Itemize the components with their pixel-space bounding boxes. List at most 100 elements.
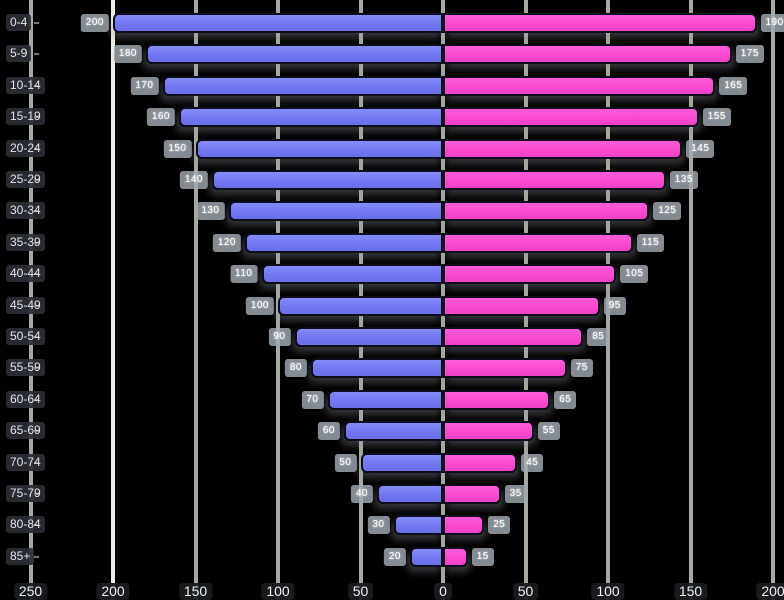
bar-left-75-79 <box>377 484 443 504</box>
age-group-label: 80-84 <box>6 516 45 534</box>
bar-left-20-24 <box>195 138 443 159</box>
value-label-right: 25 <box>488 516 511 535</box>
bar-right-35-39 <box>443 232 633 253</box>
pyramid-row-35-39: 35-39 120 115 <box>0 232 784 253</box>
age-axis-tick <box>34 84 39 87</box>
age-group-label: 30-34 <box>6 202 45 220</box>
pyramid-row-25-29: 25-29 140 135 <box>0 170 784 190</box>
value-label-left: 150 <box>163 139 192 158</box>
value-label-left: 20 <box>383 547 406 566</box>
pyramid-row-70-74: 70-74 50 45 <box>0 452 784 473</box>
gridline-150-left <box>193 0 198 600</box>
bar-left-15-19 <box>179 107 443 128</box>
age-group-label: 75-79 <box>6 485 45 502</box>
value-label-left: 160 <box>146 108 175 127</box>
age-axis-tick <box>34 398 39 401</box>
value-label-right: 190 <box>760 14 784 32</box>
value-label-right: 105 <box>620 265 649 284</box>
age-group-label: 55-59 <box>6 359 45 377</box>
pyramid-row-0-4: 0-4 200 190 <box>0 13 784 33</box>
pyramid-row-5-9: 5-9 180 175 <box>0 44 784 65</box>
bar-right-55-59 <box>443 358 567 379</box>
value-label-right: 85 <box>587 328 610 346</box>
x-axis-label-200-left: 200 <box>96 583 130 600</box>
bar-left-30-34 <box>228 201 443 222</box>
bar-left-5-9 <box>146 44 443 65</box>
age-group-label: 15-19 <box>6 108 45 126</box>
bar-right-5-9 <box>443 44 732 65</box>
bar-left-65-69 <box>344 421 443 442</box>
bar-right-15-19 <box>443 107 699 128</box>
bar-left-70-74 <box>360 452 443 473</box>
age-axis-tick <box>34 273 39 276</box>
x-axis-label-250-left: 250 <box>13 583 48 600</box>
pyramid-row-50-54: 50-54 90 85 <box>0 327 784 347</box>
value-label-right: 165 <box>719 76 748 95</box>
value-label-right: 15 <box>471 547 494 566</box>
bar-left-80-84 <box>393 515 443 536</box>
age-group-label: 85+ <box>6 547 35 565</box>
bar-left-55-59 <box>311 358 443 379</box>
value-label-left: 140 <box>179 171 208 189</box>
bar-left-85+ <box>410 546 443 567</box>
age-axis-tick <box>34 210 39 213</box>
value-label-left: 40 <box>350 485 373 503</box>
pyramid-row-15-19: 15-19 160 155 <box>0 107 784 128</box>
value-label-right: 35 <box>504 485 527 503</box>
bar-left-45-49 <box>278 295 443 316</box>
x-axis-label-50-left: 50 <box>347 583 374 600</box>
bar-right-75-79 <box>443 484 501 504</box>
age-group-label: 35-39 <box>6 233 45 251</box>
bar-right-65-69 <box>443 421 534 442</box>
gridline-150-right <box>688 0 693 600</box>
value-label-right: 145 <box>686 139 715 158</box>
x-axis-label-150-right: 150 <box>673 583 708 600</box>
value-label-right: 155 <box>702 108 731 127</box>
bar-right-0-4 <box>443 13 757 33</box>
age-axis-tick <box>34 336 39 338</box>
gridline-200-left <box>111 0 115 600</box>
age-axis-tick <box>34 461 39 464</box>
age-axis-tick <box>34 116 39 119</box>
bar-left-40-44 <box>261 264 443 285</box>
age-group-label: 50-54 <box>6 328 45 345</box>
value-label-left: 30 <box>367 516 390 535</box>
bar-right-30-34 <box>443 201 650 222</box>
bar-right-70-74 <box>443 452 518 473</box>
bar-left-35-39 <box>245 232 443 253</box>
age-group-label: 0-4 <box>6 14 32 31</box>
bar-right-10-14 <box>443 75 716 96</box>
value-label-left: 70 <box>301 390 324 409</box>
pyramid-row-55-59: 55-59 80 75 <box>0 358 784 379</box>
value-label-left: 200 <box>80 14 109 32</box>
pyramid-row-30-34: 30-34 130 125 <box>0 201 784 222</box>
value-label-right: 95 <box>603 296 626 315</box>
age-axis-tick <box>34 22 39 24</box>
bar-right-80-84 <box>443 515 485 536</box>
bar-left-25-29 <box>212 170 443 190</box>
value-label-right: 125 <box>653 202 682 221</box>
bar-right-85+ <box>443 546 468 567</box>
value-label-right: 45 <box>521 453 544 472</box>
age-axis-tick <box>34 493 39 495</box>
bar-right-45-49 <box>443 295 600 316</box>
age-axis-tick <box>34 241 39 244</box>
age-axis-tick <box>34 430 39 433</box>
value-label-left: 170 <box>130 76 159 95</box>
value-label-right: 65 <box>554 390 577 409</box>
value-label-left: 130 <box>196 202 225 221</box>
pyramid-row-45-49: 45-49 100 95 <box>0 295 784 316</box>
age-axis-tick <box>34 367 39 370</box>
x-axis-label-200-right: 200 <box>756 583 784 600</box>
age-group-label: 60-64 <box>6 390 45 408</box>
value-label-left: 100 <box>245 296 274 315</box>
bar-right-50-54 <box>443 327 584 347</box>
age-group-label: 20-24 <box>6 139 45 157</box>
value-label-left: 180 <box>113 45 142 64</box>
age-axis-tick <box>34 304 39 307</box>
value-label-left: 60 <box>317 422 340 441</box>
value-label-left: 90 <box>268 328 291 346</box>
pyramid-row-60-64: 60-64 70 65 <box>0 389 784 410</box>
x-axis-label-0: 0 <box>434 583 452 600</box>
